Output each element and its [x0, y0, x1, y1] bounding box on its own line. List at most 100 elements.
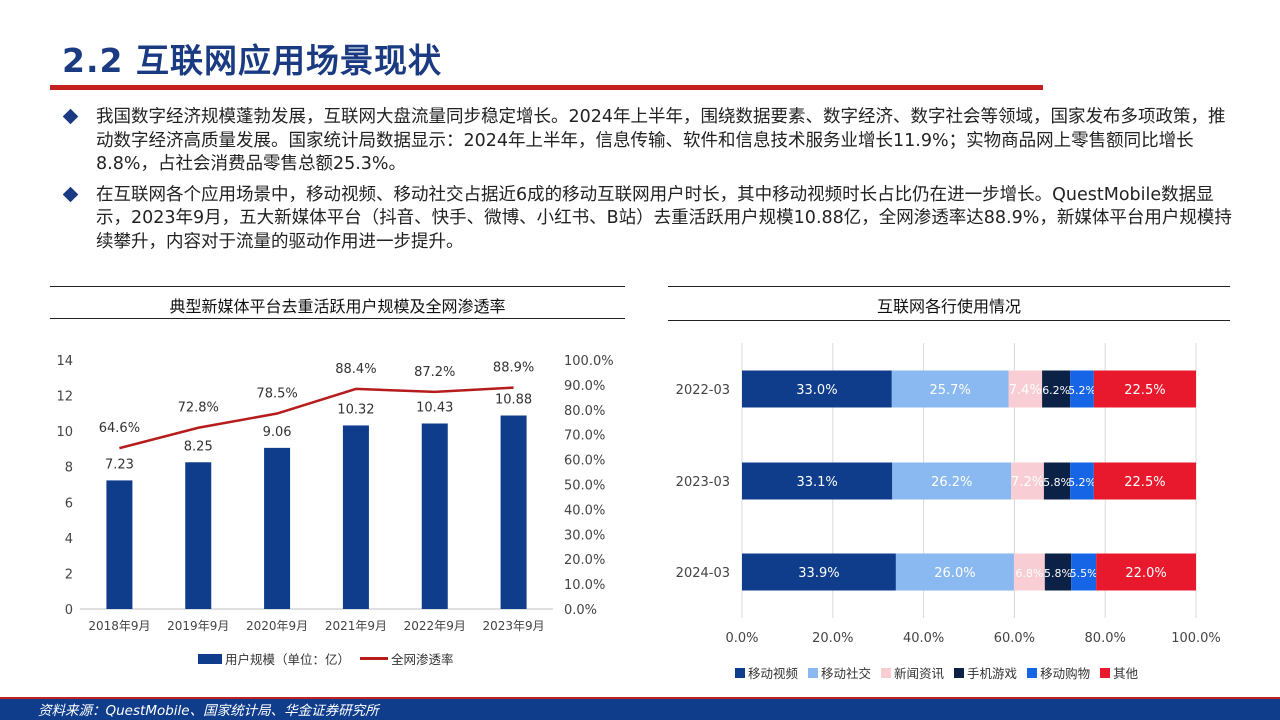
- stacked-bar-segment: [1093, 462, 1196, 500]
- stacked-bar-segment: [1093, 370, 1196, 408]
- line-data-label: 87.2%: [414, 365, 455, 380]
- legend-item: 手机游戏: [954, 663, 1017, 682]
- x-tick-label: 2021年9月: [325, 619, 387, 633]
- source-note: 资料来源：QuestMobile、国家统计局、华金证券研究所: [38, 703, 379, 719]
- segment-data-label: 5.8%: [1044, 567, 1072, 580]
- y-tick-label: 4: [65, 532, 73, 547]
- y2-tick-label: 90.0%: [564, 379, 605, 394]
- bar: [264, 447, 291, 609]
- x-tick-label: 80.0%: [1085, 631, 1126, 646]
- legend-label: 其他: [1113, 666, 1139, 681]
- legend-swatch: [954, 667, 965, 678]
- legend-item: 移动视频: [735, 663, 798, 682]
- x-tick-label: 40.0%: [903, 631, 944, 646]
- legend-item-line: 全网渗透率: [360, 649, 454, 668]
- y-tick-label: 14: [56, 354, 73, 369]
- stacked-bar-segment: [1044, 553, 1072, 591]
- legend-label: 移动社交: [821, 666, 872, 681]
- legend-item: 其他: [1100, 663, 1138, 682]
- y2-tick-label: 100.0%: [564, 354, 614, 369]
- legend-swatch: [881, 667, 892, 678]
- segment-data-label: 26.0%: [934, 566, 975, 581]
- bar-data-label: 8.25: [184, 439, 213, 454]
- y-tick-label: 12: [56, 390, 73, 405]
- bullet-item: 在互联网各个应用场景中，移动视频、移动社交占据近6成的移动互联网用户时长，其中移…: [62, 184, 1232, 255]
- line-data-label: 78.5%: [256, 387, 297, 402]
- stacked-bar-segment: [1070, 462, 1094, 500]
- x-tick-label: 2022年9月: [404, 619, 466, 633]
- legend-item: 移动购物: [1027, 663, 1090, 682]
- bullet-list: 我国数字经济规模蓬勃发展，互联网大盘流量同步稳定增长。2024年上半年，围绕数据…: [62, 106, 1232, 261]
- legend-bar-swatch: [198, 653, 222, 664]
- x-tick-label: 100.0%: [1171, 631, 1221, 646]
- stacked-bar-segment: [1043, 462, 1071, 500]
- bullet-text: 在互联网各个应用场景中，移动视频、移动社交占据近6成的移动互联网用户时长，其中移…: [96, 184, 1232, 252]
- bar: [500, 415, 527, 609]
- segment-data-label: 7.4%: [1009, 383, 1042, 398]
- chart2-title-rule: [668, 320, 1230, 321]
- segment-data-label: 7.2%: [1011, 475, 1044, 490]
- y2-tick-label: 20.0%: [564, 553, 605, 568]
- x-tick-label: 2023年9月: [482, 619, 544, 633]
- y2-tick-label: 80.0%: [564, 404, 605, 419]
- segment-data-label: 26.2%: [931, 475, 972, 490]
- segment-data-label: 5.5%: [1070, 567, 1098, 580]
- segment-data-label: 33.0%: [796, 383, 837, 398]
- bullet-text: 我国数字经济规模蓬勃发展，互联网大盘流量同步稳定增长。2024年上半年，围绕数据…: [96, 107, 1226, 174]
- segment-data-label: 5.2%: [1068, 384, 1096, 397]
- line-data-label: 64.6%: [99, 421, 140, 436]
- y-tick-label: 10: [56, 425, 73, 440]
- segment-data-label: 22.5%: [1124, 383, 1165, 398]
- footer-bar: [0, 697, 1280, 720]
- legend-item: 新闻资讯: [881, 663, 944, 682]
- legend-label: 用户规模（单位：亿）: [225, 652, 351, 667]
- legend-label: 移动视频: [748, 666, 799, 681]
- title-underline: [50, 85, 1043, 90]
- x-tick-label: 60.0%: [994, 631, 1035, 646]
- segment-data-label: 5.8%: [1043, 476, 1071, 489]
- stacked-bar-segment: [1008, 370, 1043, 408]
- footer-accent-line: [0, 697, 1280, 699]
- bar-data-label: 7.23: [105, 457, 134, 472]
- stacked-bar-segment: [895, 553, 1014, 591]
- stacked-bar-segment: [1011, 462, 1044, 500]
- x-tick-label: 2019年9月: [167, 619, 229, 633]
- stacked-bar-segment: [1096, 553, 1196, 591]
- x-tick-label: 2018年9月: [88, 619, 150, 633]
- x-tick-label: 2020年9月: [246, 619, 308, 633]
- y2-tick-label: 10.0%: [564, 578, 605, 593]
- y-tick-label: 8: [65, 461, 73, 476]
- y-category-label: 2023-03: [676, 475, 730, 490]
- chart2-top-rule: [668, 286, 1230, 287]
- stacked-bar-segment: [1071, 553, 1097, 591]
- y-category-label: 2022-03: [676, 383, 730, 398]
- bar: [185, 462, 212, 609]
- y-category-label: 2024-03: [676, 566, 730, 581]
- bar: [106, 480, 133, 609]
- y-tick-label: 2: [65, 567, 73, 582]
- bar-data-label: 10.43: [416, 400, 453, 415]
- segment-data-label: 6.8%: [1015, 567, 1043, 580]
- legend-swatch: [1100, 667, 1111, 678]
- legend-label: 移动购物: [1040, 666, 1091, 681]
- chart1-legend: 用户规模（单位：亿） 全网渗透率: [198, 649, 464, 668]
- segment-data-label: 25.7%: [930, 383, 971, 398]
- legend-item-bar: 用户规模（单位：亿）: [198, 649, 350, 668]
- legend-label: 手机游戏: [967, 666, 1018, 681]
- y2-tick-label: 70.0%: [564, 429, 605, 444]
- bullet-item: 我国数字经济规模蓬勃发展，互联网大盘流量同步稳定增长。2024年上半年，围绕数据…: [62, 106, 1232, 177]
- segment-data-label: 33.9%: [798, 566, 839, 581]
- legend-swatch: [735, 667, 745, 678]
- chart2-title: 互联网各行使用情况: [876, 297, 1021, 316]
- segment-data-label: 33.1%: [796, 475, 837, 490]
- x-tick-label: 0.0%: [725, 631, 758, 646]
- chart1-top-rule: [50, 286, 625, 287]
- y2-tick-label: 60.0%: [564, 454, 605, 469]
- stacked-bar-segment: [892, 462, 1012, 500]
- segment-data-label: 22.0%: [1125, 566, 1166, 581]
- segment-data-label: 5.2%: [1068, 476, 1096, 489]
- stacked-bar-segment: [742, 370, 892, 408]
- y2-tick-label: 50.0%: [564, 479, 605, 494]
